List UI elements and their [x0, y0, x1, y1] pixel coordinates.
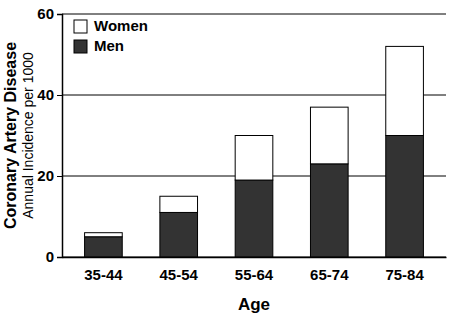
y-axis-line [57, 15, 63, 258]
bar [160, 212, 198, 257]
x-tick: 55-64 [235, 257, 274, 283]
bar [386, 46, 424, 135]
y-tick-label: 40 [37, 86, 54, 103]
legend-item: Women [74, 17, 148, 34]
bar-series [85, 136, 424, 258]
bar [85, 237, 123, 257]
y-tick-mark [57, 257, 62, 258]
legend-swatch [74, 40, 87, 53]
y-tick-mark [57, 176, 62, 177]
y-axis-title: Coronary Artery Disease [2, 42, 19, 229]
bar-series [85, 46, 424, 236]
x-tick: 45-54 [160, 257, 199, 283]
x-tick: 75-84 [385, 257, 424, 283]
x-tick: 65-74 [310, 257, 349, 283]
x-tick-label: 45-54 [160, 266, 199, 283]
y-tick-label: 20 [37, 167, 54, 184]
legend-item: Men [74, 37, 124, 54]
y-tick: 60 [37, 5, 62, 22]
y-tick: 20 [37, 167, 62, 184]
grid [62, 14, 446, 257]
x-tick-label: 55-64 [235, 266, 274, 283]
legend-label: Men [94, 37, 124, 54]
x-tick-label: 35-44 [84, 266, 123, 283]
x-tick-label: 65-74 [310, 266, 349, 283]
y-tick: 40 [37, 86, 62, 103]
grid-line [62, 14, 446, 15]
bar [85, 233, 123, 237]
bars [85, 46, 424, 257]
y-tick-label: 60 [37, 5, 54, 22]
x-axis-title: Age [238, 295, 270, 314]
y-tick: 0 [46, 248, 62, 265]
bar [160, 196, 198, 212]
y-axis: 0 20 40 60 [37, 5, 62, 265]
bar [235, 136, 273, 181]
y-tick-mark [57, 14, 62, 15]
y-axis-title: Annual Incidence per 1000 [20, 52, 36, 219]
bar [235, 180, 273, 257]
bar [386, 136, 424, 258]
y-tick-mark [57, 95, 62, 96]
x-axis-line [63, 257, 447, 259]
x-axis: 35-44 45-54 55-64 65-74 75-84 [63, 257, 447, 283]
bar [310, 164, 348, 257]
x-tick-label: 75-84 [385, 266, 424, 283]
bar [310, 107, 348, 164]
legend-label: Women [94, 17, 148, 34]
legend: Women Men [74, 17, 148, 54]
y-tick-label: 0 [46, 248, 54, 265]
x-tick: 35-44 [84, 257, 123, 283]
legend-swatch [74, 20, 87, 33]
